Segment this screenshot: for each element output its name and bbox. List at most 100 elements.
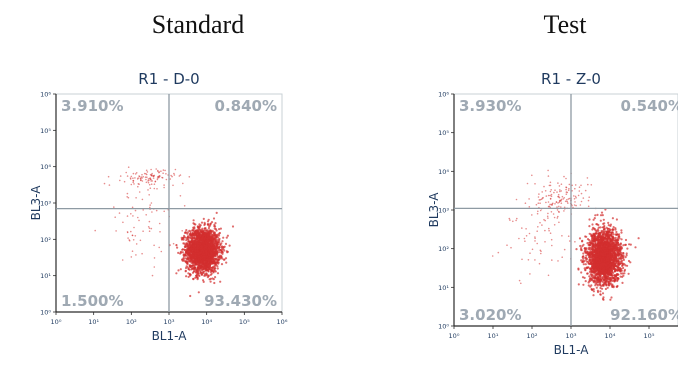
event-point xyxy=(600,231,603,234)
event-point xyxy=(114,216,116,218)
event-point xyxy=(150,180,152,182)
event-point xyxy=(615,247,618,250)
event-point xyxy=(169,178,172,180)
event-point xyxy=(202,260,205,264)
event-point xyxy=(210,221,214,224)
event-point xyxy=(208,278,211,281)
event-point xyxy=(184,266,188,270)
event-point xyxy=(191,239,194,242)
event-point xyxy=(150,202,153,204)
event-point xyxy=(141,173,143,176)
event-point xyxy=(593,227,596,231)
event-point xyxy=(223,258,226,261)
event-point xyxy=(607,237,610,240)
event-point xyxy=(133,226,135,229)
x-tick-label: 10³ xyxy=(164,318,175,326)
event-point xyxy=(615,241,618,244)
event-point xyxy=(151,174,153,176)
event-point xyxy=(172,242,175,245)
event-point xyxy=(601,233,604,236)
event-point xyxy=(142,175,144,178)
event-point xyxy=(130,213,132,215)
event-point xyxy=(212,251,215,254)
event-point xyxy=(197,261,200,264)
event-point xyxy=(588,275,591,278)
event-point xyxy=(155,209,158,212)
event-point xyxy=(209,230,212,233)
event-point xyxy=(591,223,594,226)
event-point xyxy=(629,243,632,246)
event-point xyxy=(601,247,604,250)
event-point xyxy=(179,174,182,176)
event-point xyxy=(221,240,224,243)
event-point xyxy=(605,269,608,273)
event-point xyxy=(150,183,153,185)
event-point xyxy=(617,266,620,269)
event-point xyxy=(214,254,217,257)
event-point xyxy=(205,273,208,276)
event-point xyxy=(600,258,603,261)
event-point xyxy=(577,268,580,271)
event-point xyxy=(113,206,115,208)
event-point xyxy=(596,228,599,231)
event-point xyxy=(610,278,613,281)
event-point xyxy=(605,251,608,254)
x-tick-label: 10² xyxy=(126,318,137,326)
event-point xyxy=(126,215,129,217)
event-point xyxy=(177,251,180,254)
event-point xyxy=(205,266,208,269)
event-point xyxy=(616,277,619,280)
event-point xyxy=(619,243,622,246)
event-point xyxy=(600,272,603,275)
event-point xyxy=(134,235,137,237)
event-point xyxy=(602,236,605,239)
event-point xyxy=(141,252,143,255)
event-point xyxy=(150,168,152,171)
event-point xyxy=(222,236,225,239)
y-tick-label: 10² xyxy=(438,245,449,253)
event-point xyxy=(215,243,218,246)
event-point xyxy=(215,211,218,214)
event-point xyxy=(603,222,606,225)
event-point xyxy=(145,173,147,175)
event-point xyxy=(590,270,593,273)
event-point xyxy=(590,274,593,277)
event-point xyxy=(192,241,195,244)
event-point xyxy=(220,255,223,258)
event-point xyxy=(628,243,631,246)
event-point xyxy=(604,282,607,285)
event-point xyxy=(206,255,209,258)
event-point xyxy=(211,256,214,259)
event-point xyxy=(225,250,228,253)
event-point xyxy=(217,255,221,258)
event-point xyxy=(622,244,625,247)
event-point xyxy=(625,254,628,257)
event-point xyxy=(212,217,216,220)
x-tick-label: 10² xyxy=(527,332,538,340)
event-point xyxy=(195,231,198,234)
event-point xyxy=(130,256,133,258)
plot-frame xyxy=(453,93,678,327)
event-point xyxy=(198,236,201,239)
event-point xyxy=(122,221,124,224)
event-point xyxy=(163,210,165,213)
event-point xyxy=(200,251,203,254)
event-point xyxy=(219,227,222,230)
event-point xyxy=(629,261,632,264)
event-point xyxy=(194,247,197,250)
event-point xyxy=(119,175,122,177)
event-point xyxy=(617,253,620,256)
event-point xyxy=(160,170,162,172)
event-point xyxy=(609,298,612,301)
event-point xyxy=(174,168,177,171)
event-point xyxy=(151,172,153,175)
event-point xyxy=(189,265,192,268)
event-point xyxy=(592,267,595,270)
event-point xyxy=(185,265,188,268)
event-point xyxy=(585,254,588,257)
event-point xyxy=(207,274,210,278)
y-axis-label: BL3-A xyxy=(29,185,43,221)
event-point xyxy=(193,236,196,239)
event-point xyxy=(610,233,613,236)
event-point xyxy=(623,272,626,275)
